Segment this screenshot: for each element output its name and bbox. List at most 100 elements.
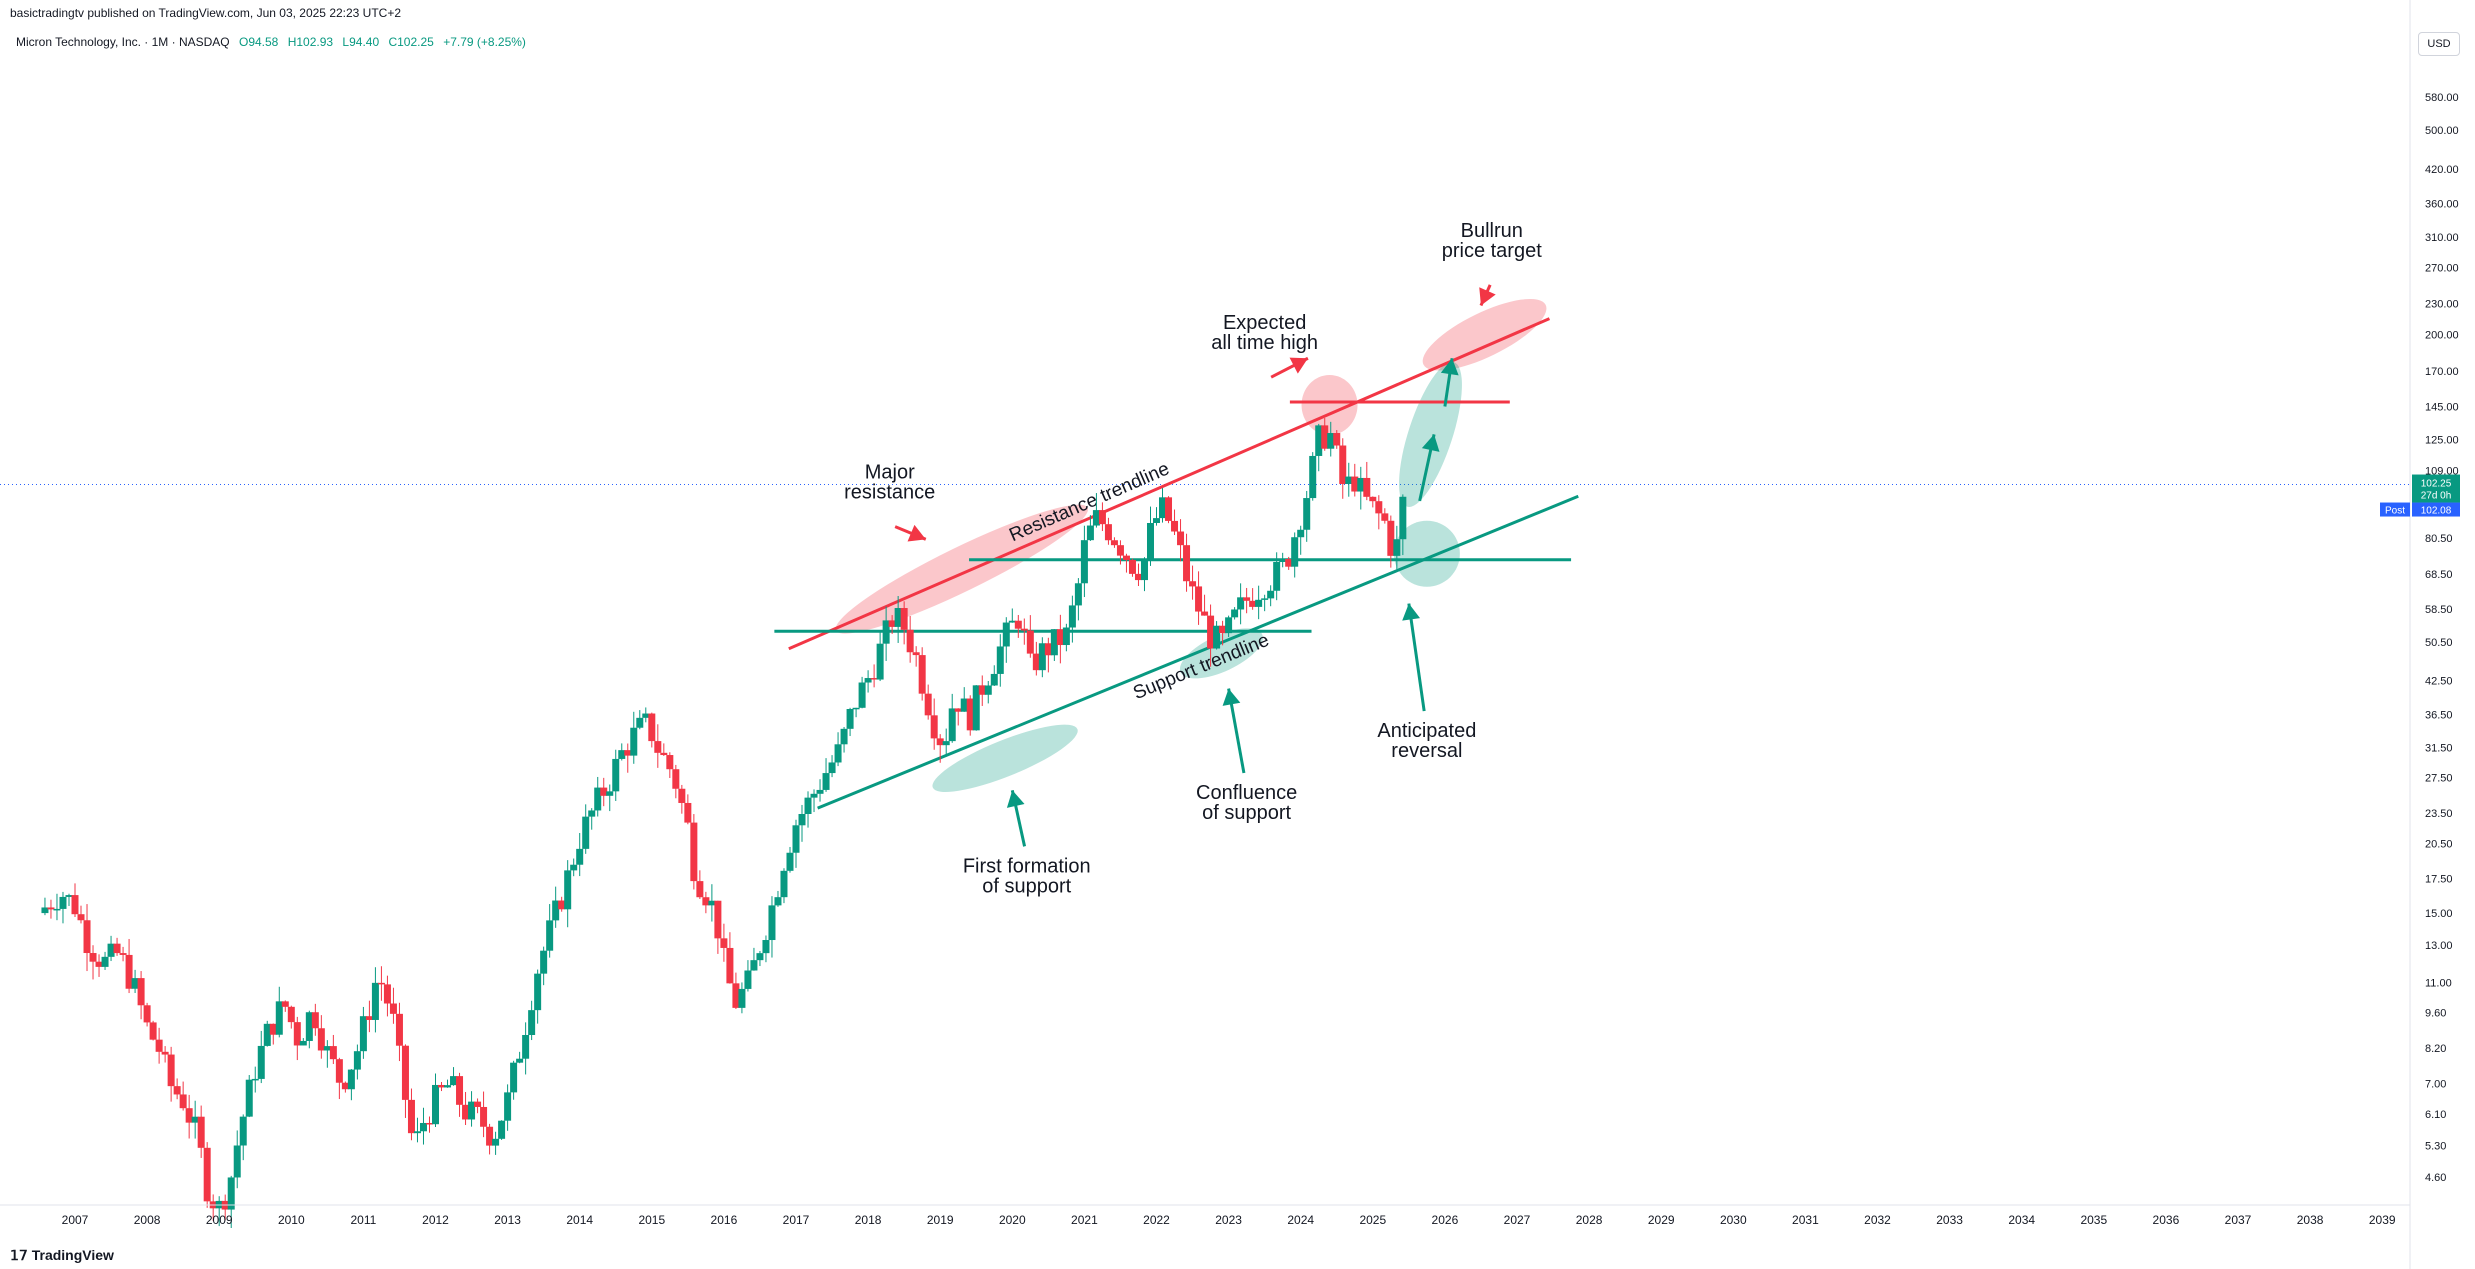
candle-body (804, 797, 812, 815)
ohlc-open: O94.58 (238, 35, 279, 49)
candle-body (474, 1101, 482, 1107)
candle-body (918, 655, 926, 694)
candle-body (245, 1079, 253, 1117)
annotation-line: resistance (844, 482, 935, 504)
reversal-highlight (1393, 520, 1460, 587)
candle-body (371, 982, 379, 1020)
candle-body (329, 1046, 337, 1060)
candle-body (1255, 599, 1263, 607)
candle-body (492, 1138, 500, 1146)
candle-body (864, 678, 872, 683)
currency-button[interactable]: USD (2418, 32, 2460, 56)
annotation-arrow-shaft (1407, 603, 1426, 712)
candle-body (978, 685, 986, 695)
y-tick-label: 36.50 (2425, 710, 2453, 722)
post-market-badge[interactable] (2380, 502, 2410, 517)
y-tick-label: 4.60 (2425, 1172, 2446, 1184)
candle-body (672, 769, 680, 789)
candle-body (389, 1003, 397, 1014)
y-tick-label: 5.30 (2425, 1140, 2446, 1152)
candle-body (432, 1084, 439, 1125)
candle-body (822, 773, 830, 790)
x-tick-label: 2019 (927, 1213, 954, 1227)
annotation-arrow-head (1402, 603, 1421, 621)
y-tick-label: 27.50 (2425, 773, 2453, 785)
candle-body (654, 741, 662, 753)
current-price-value: 102.25 (2421, 479, 2452, 490)
x-tick-label: 2028 (1576, 1213, 1603, 1227)
candle-body (720, 938, 728, 948)
candle-body (257, 1045, 265, 1079)
x-tick-label: 2013 (494, 1213, 521, 1227)
y-tick-label: 580.00 (2425, 92, 2459, 104)
candle-body (359, 1016, 367, 1052)
candle-body (660, 752, 668, 756)
candle-body (1092, 510, 1100, 526)
candle-body (792, 825, 800, 853)
candle-body (251, 1078, 259, 1081)
candle-body (498, 1120, 506, 1139)
tradingview-logo[interactable]: 𝟣𝟩 TradingView (10, 1247, 114, 1264)
y-tick-label: 145.00 (2425, 402, 2459, 414)
projected-arrow-1-head (1421, 434, 1440, 452)
annotation-label: Expected all time high (1211, 312, 1318, 354)
candle-body (1213, 625, 1221, 649)
annotation-line: Expected (1223, 312, 1306, 334)
y-tick-label: 23.50 (2425, 808, 2453, 820)
candle-body (1351, 476, 1359, 492)
y-tick-label: 500.00 (2425, 125, 2459, 137)
annotation-line: Major (865, 462, 915, 484)
candle-body (1327, 433, 1335, 449)
symbol-legend[interactable]: Micron Technology, Inc. · 1M · NASDAQ O9… (16, 35, 526, 49)
candle-body (552, 900, 560, 921)
candle-body (810, 793, 818, 798)
candle-body (323, 1046, 331, 1051)
x-tick-label: 2034 (2008, 1213, 2035, 1227)
x-tick-label: 2036 (2153, 1213, 2180, 1227)
post-price-tag[interactable] (2412, 502, 2460, 517)
x-tick-label: 2017 (783, 1213, 810, 1227)
post-price-value: 102.08 (2421, 506, 2452, 517)
candle-body (522, 1034, 530, 1059)
candle-body (1104, 524, 1112, 541)
y-tick-label: 230.00 (2425, 299, 2459, 311)
candle-body (305, 1012, 313, 1041)
x-tick-label: 2008 (134, 1213, 161, 1227)
bar-countdown: 27d 0h (2421, 491, 2452, 502)
candle-body (1177, 531, 1185, 546)
x-tick-label: 2011 (350, 1213, 376, 1227)
x-tick-label: 2010 (278, 1213, 305, 1227)
resistance-trendline[interactable] (788, 317, 1551, 651)
candle-body (942, 741, 950, 746)
candle-body (702, 897, 710, 906)
candle-body (227, 1177, 235, 1210)
candle-body (197, 1116, 205, 1148)
candle-body (113, 943, 121, 954)
candle-body (642, 713, 650, 718)
candle-body (185, 1108, 193, 1123)
candle-body (125, 954, 133, 989)
candle-body (77, 914, 85, 921)
x-tick-label: 2026 (1432, 1213, 1459, 1227)
x-tick-label: 2039 (2369, 1213, 2396, 1227)
support-trendline[interactable] (817, 494, 1579, 810)
candle-body (425, 1122, 433, 1125)
candle-body (948, 708, 956, 742)
candle-body (377, 982, 385, 985)
current-price-tag[interactable] (2412, 474, 2460, 503)
first-support-highlight (932, 724, 1078, 792)
candle-body (1375, 501, 1383, 514)
y-tick-label: 170.00 (2425, 366, 2459, 378)
y-tick-label: 80.50 (2425, 533, 2453, 545)
candle-body (101, 956, 109, 967)
trendline-label: Support trendline (1130, 630, 1272, 704)
candle-body (600, 787, 608, 796)
annotation-label: Major resistance (844, 462, 935, 504)
candle-body (690, 822, 698, 882)
candle-body (714, 900, 722, 939)
x-tick-label: 2037 (2225, 1213, 2252, 1227)
candle-body (107, 943, 115, 957)
candle-body (786, 852, 794, 871)
